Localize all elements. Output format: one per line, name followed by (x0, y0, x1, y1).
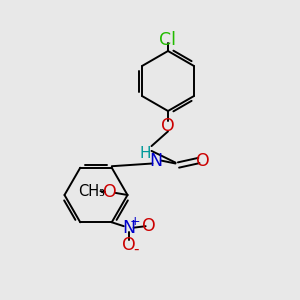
Text: O: O (103, 183, 117, 201)
Text: O: O (161, 117, 175, 135)
Text: O: O (142, 217, 155, 235)
Text: H: H (140, 146, 151, 161)
Text: N: N (149, 152, 163, 169)
Text: O: O (122, 236, 136, 254)
Text: N: N (123, 219, 136, 237)
Text: CH₃: CH₃ (79, 184, 106, 199)
Text: O: O (196, 152, 210, 169)
Text: -: - (133, 242, 139, 257)
Text: Cl: Cl (160, 31, 176, 49)
Text: +: + (130, 214, 140, 228)
